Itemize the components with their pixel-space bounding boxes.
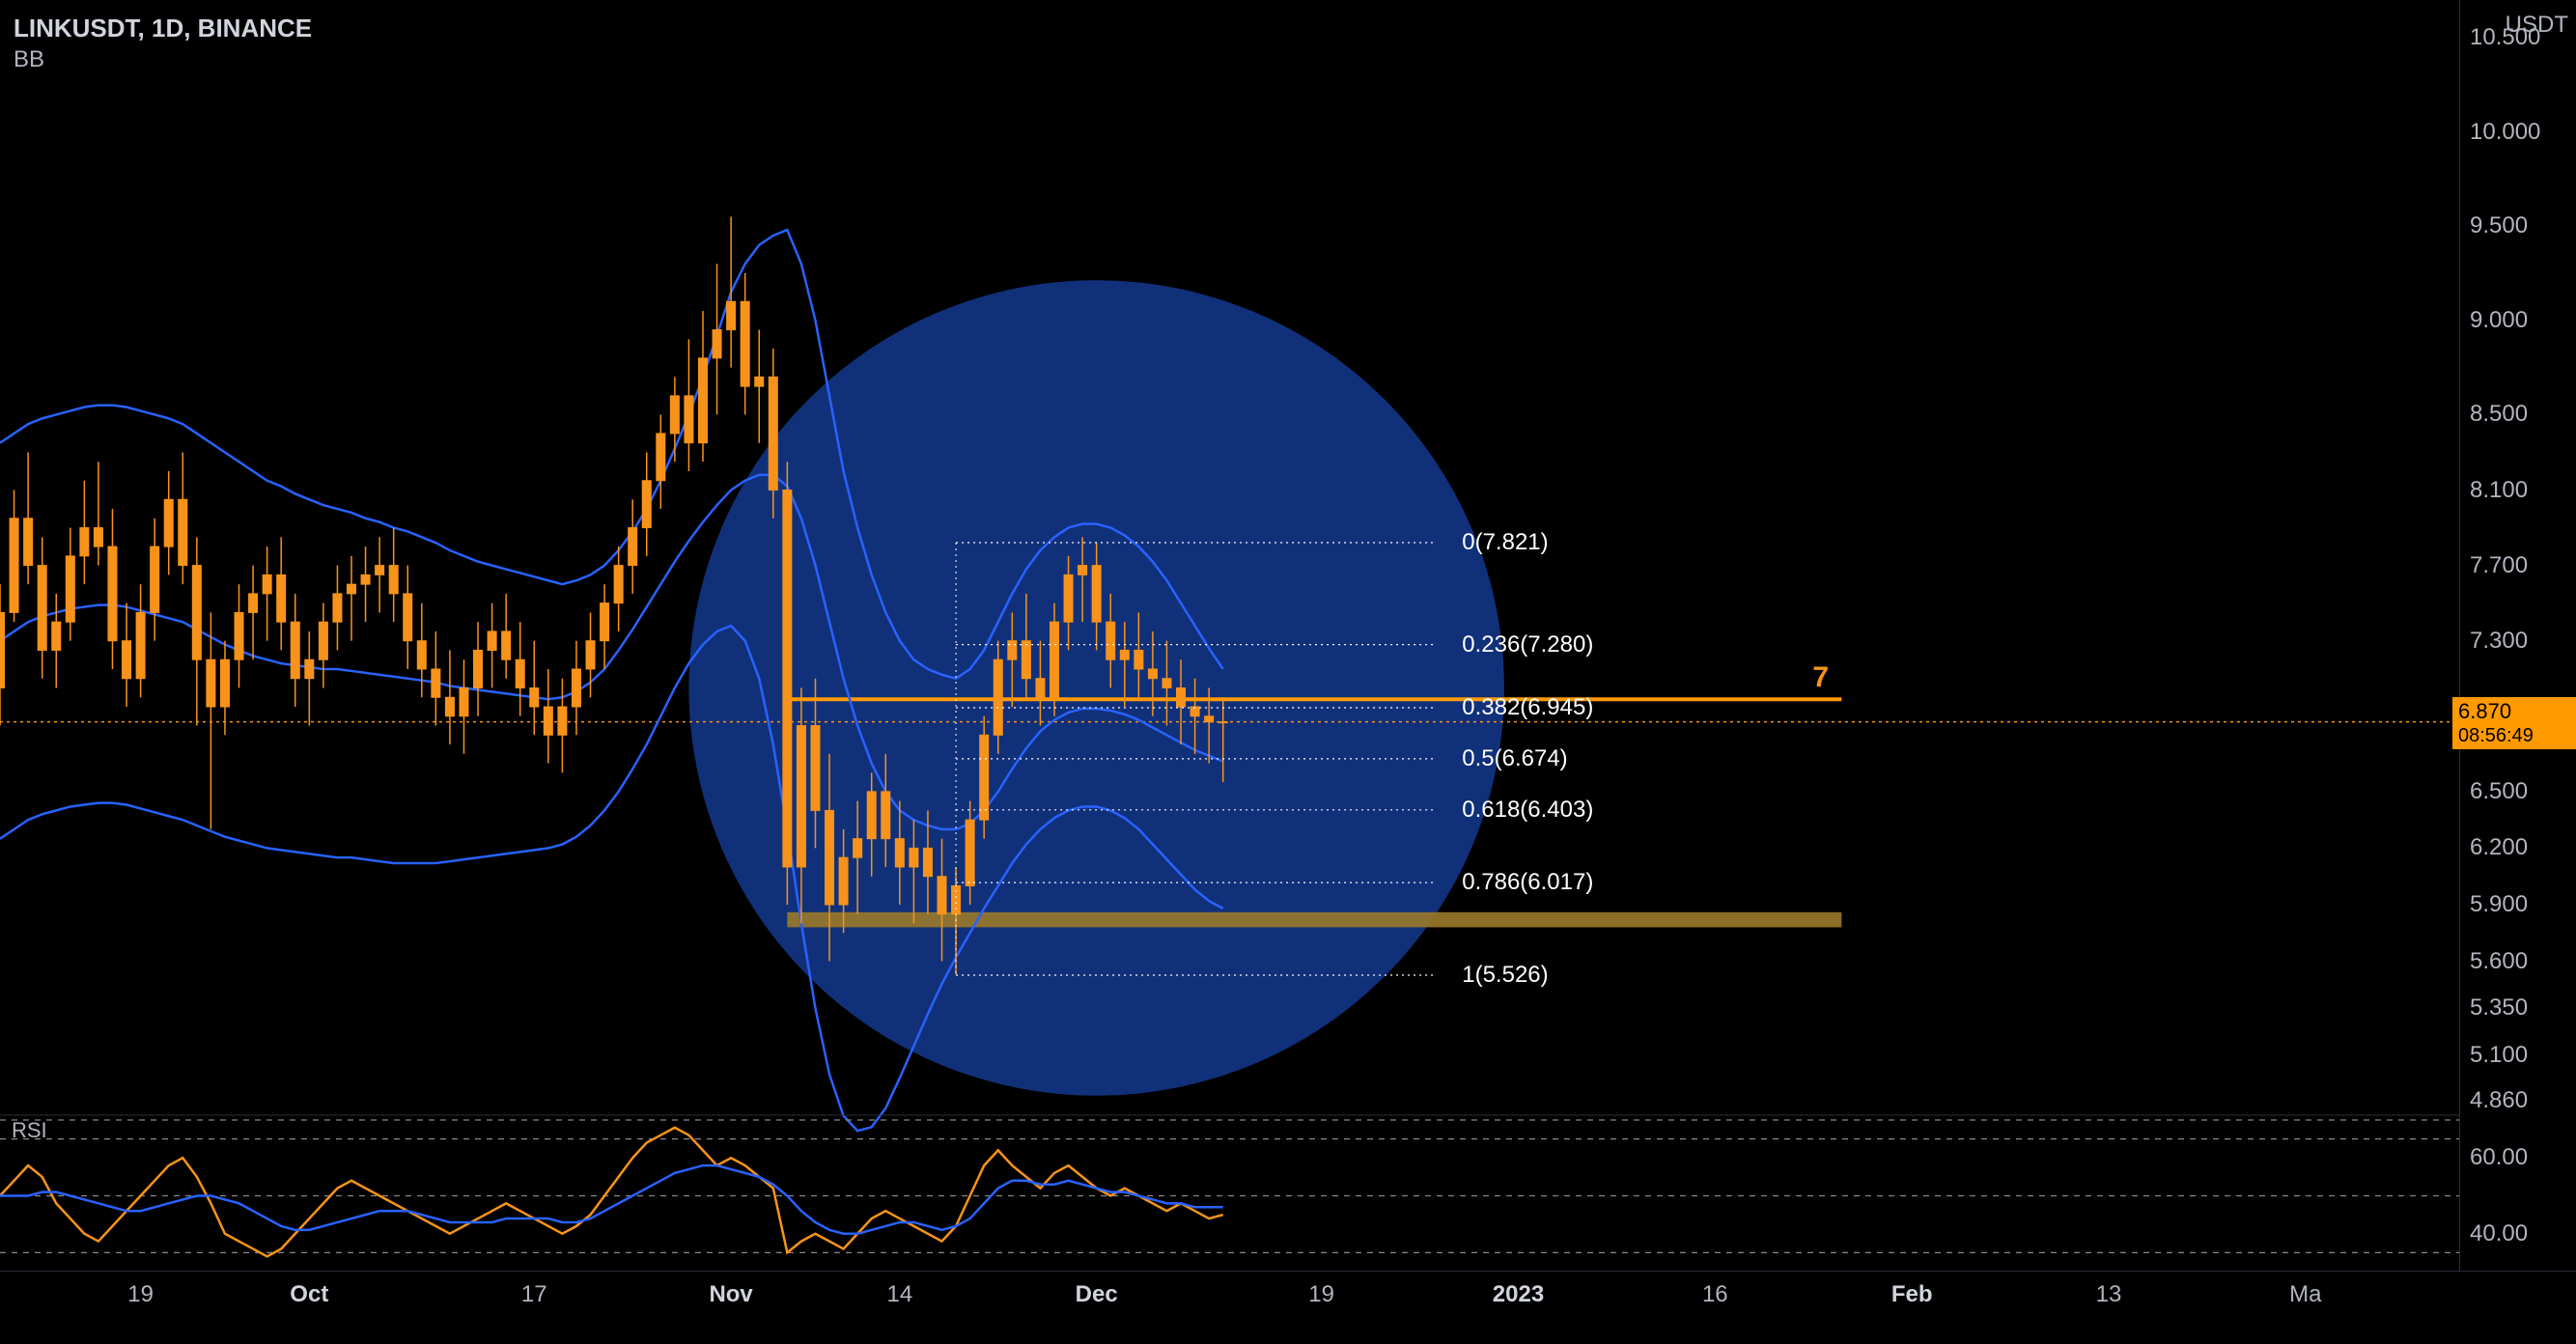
- fib-label-0.382: 0.382(6.945): [1462, 694, 1593, 721]
- indicator-label[interactable]: BB: [14, 46, 44, 73]
- time-axis[interactable]: 19 Oct 17 Nov 14 Dec 19 2023 16 Feb 13 Ma: [0, 1271, 2576, 1344]
- current-price-tag: 6.87008:56:49: [2452, 697, 2576, 749]
- rsi-orange: [0, 1128, 1223, 1256]
- chart-svg: [0, 0, 2460, 1272]
- time-tick: Oct: [290, 1281, 328, 1308]
- price-tick: 6.200: [2460, 834, 2576, 861]
- price-tick: 9.500: [2460, 212, 2576, 239]
- price-tick: 5.100: [2460, 1042, 2576, 1069]
- price-tick: 8.500: [2460, 401, 2576, 428]
- fib-label-0.618: 0.618(6.403): [1462, 797, 1593, 824]
- time-tick: 19: [127, 1281, 154, 1308]
- time-tick: Nov: [709, 1281, 752, 1308]
- time-tick: Dec: [1076, 1281, 1118, 1308]
- time-tick: Feb: [1891, 1281, 1933, 1308]
- rsi-tick: 60.00: [2460, 1144, 2576, 1171]
- time-tick: 19: [1308, 1281, 1334, 1308]
- price-tick: 5.600: [2460, 948, 2576, 975]
- time-tick: 13: [2096, 1281, 2122, 1308]
- price-tick: 6.500: [2460, 778, 2576, 805]
- time-tick: Ma: [2289, 1281, 2321, 1308]
- time-tick: 17: [521, 1281, 547, 1308]
- price-tick: 4.860: [2460, 1087, 2576, 1114]
- price-tick: 9.000: [2460, 307, 2576, 334]
- price-axis[interactable]: USDT 10.50010.0009.5009.0008.5008.1007.7…: [2459, 0, 2576, 1272]
- price-tick: 5.350: [2460, 994, 2576, 1022]
- chart-root: LINKUSDT, 1D, BINANCE BB RSI 0(7.821) 0.2…: [0, 0, 2576, 1344]
- rsi-label[interactable]: RSI: [12, 1118, 47, 1143]
- time-tick: 14: [886, 1281, 912, 1308]
- highlight-circle: [688, 280, 1503, 1095]
- time-tick: 2023: [1493, 1281, 1544, 1308]
- chart-plot-area[interactable]: LINKUSDT, 1D, BINANCE BB RSI 0(7.821) 0.2…: [0, 0, 2460, 1272]
- time-tick: 16: [1702, 1281, 1728, 1308]
- hline-7-label: 7: [1812, 661, 1829, 694]
- price-tick: 5.900: [2460, 891, 2576, 918]
- fib-label-0.5: 0.5(6.674): [1462, 745, 1567, 772]
- price-tick: 10.500: [2460, 24, 2576, 51]
- price-tick: 10.000: [2460, 119, 2576, 146]
- symbol-label[interactable]: LINKUSDT, 1D, BINANCE: [14, 14, 312, 43]
- fib-label-0.236: 0.236(7.280): [1462, 631, 1593, 658]
- rsi-tick: 40.00: [2460, 1220, 2576, 1247]
- fib-label-0: 0(7.821): [1462, 529, 1548, 556]
- price-tick: 8.100: [2460, 477, 2576, 504]
- fib-label-1: 1(5.526): [1462, 962, 1548, 989]
- price-tick: 7.700: [2460, 552, 2576, 579]
- rsi-blue: [0, 1165, 1223, 1234]
- price-tick: 7.300: [2460, 628, 2576, 655]
- fib-label-0.786: 0.786(6.017): [1462, 869, 1593, 896]
